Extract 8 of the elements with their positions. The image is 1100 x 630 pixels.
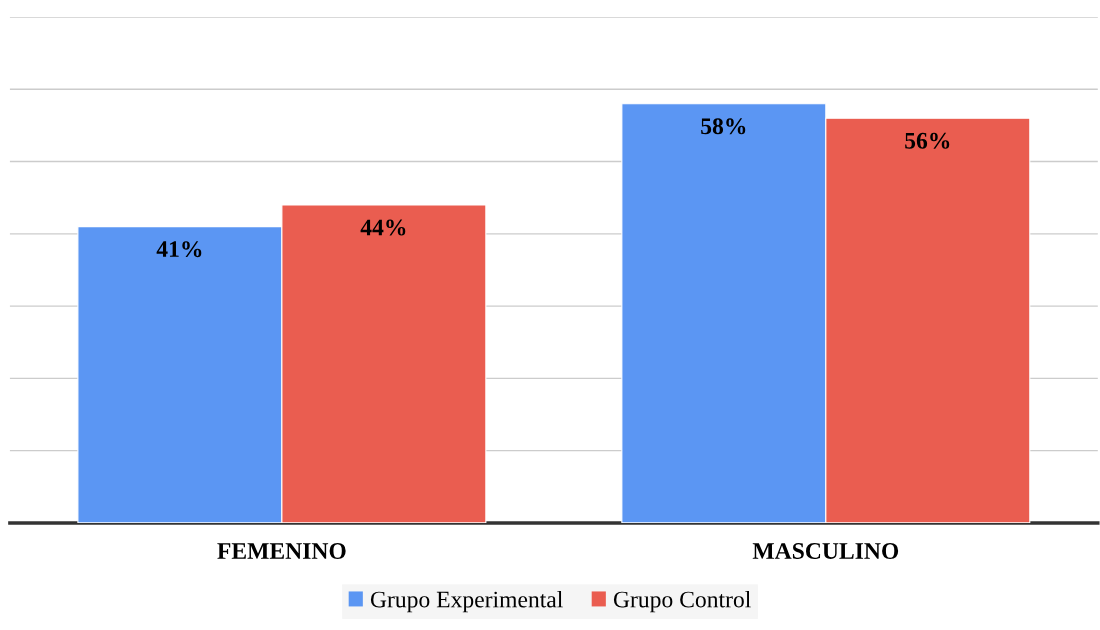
data-label: 41% [156, 241, 202, 258]
x-tick-label: FEMENINO [217, 543, 346, 559]
data-label: 56% [905, 132, 950, 149]
data-label: 44% [360, 219, 406, 236]
legend-label: Grupo Control [613, 590, 751, 613]
legend-label: Grupo Experimental [370, 590, 563, 613]
data-label: 58% [701, 118, 746, 135]
x-tick-label: MASCULINO [752, 543, 899, 559]
